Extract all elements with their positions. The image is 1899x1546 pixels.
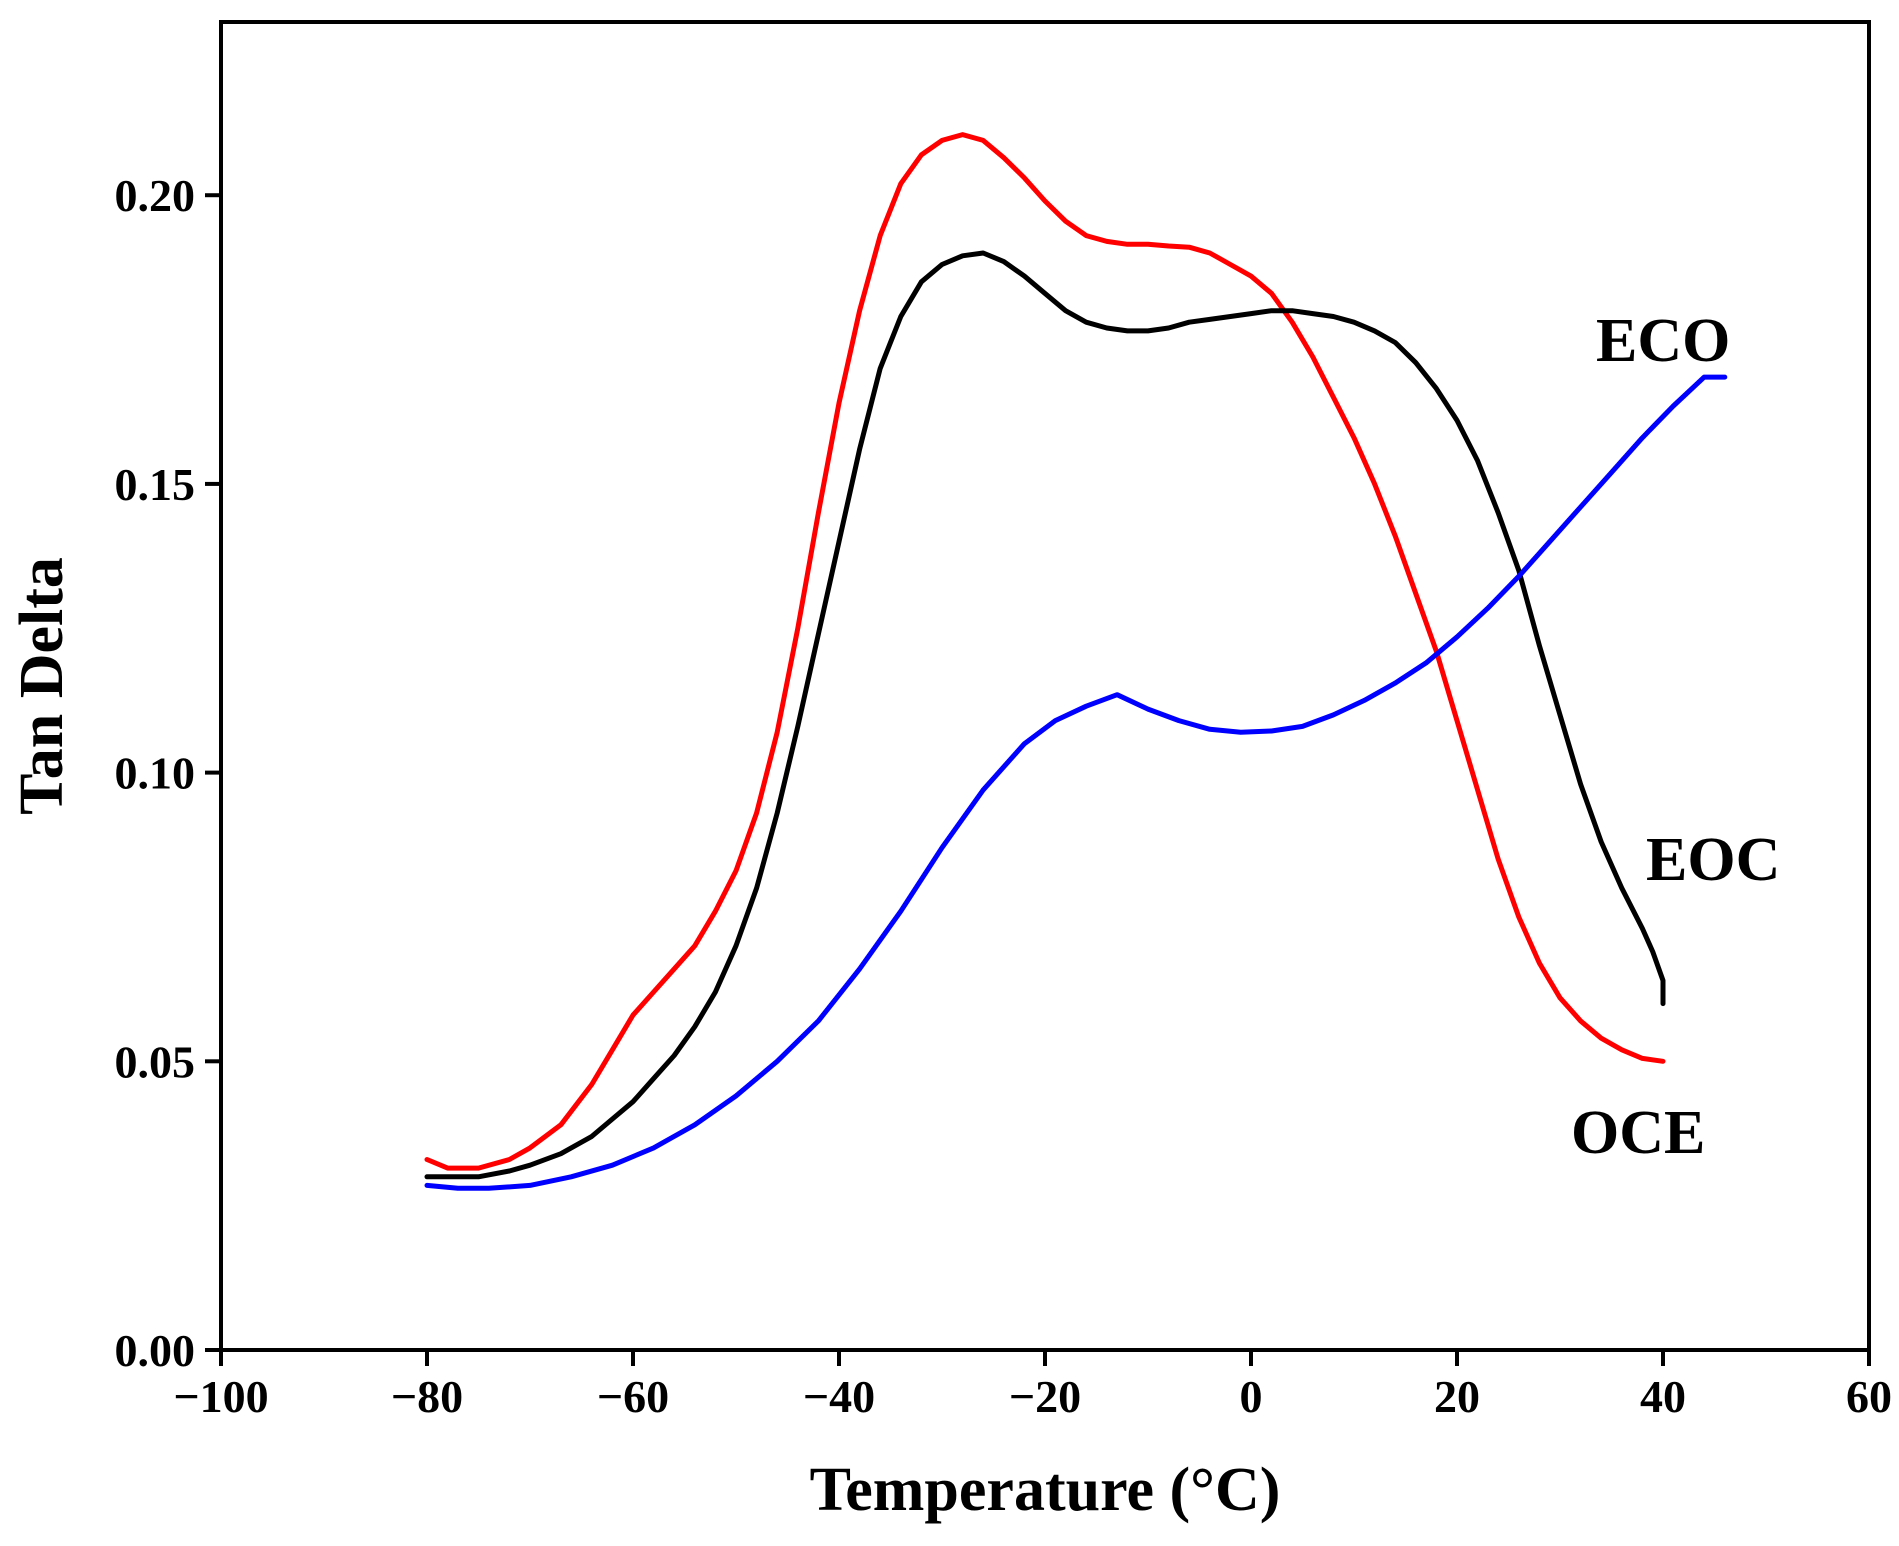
series-label-eoc: EOC <box>1646 826 1780 894</box>
x-tick-label: 0 <box>1240 1371 1263 1422</box>
x-axis-title: Temperature (°C) <box>810 1456 1281 1524</box>
y-tick-label: 0.00 <box>115 1325 196 1376</box>
y-tick-label: 0.15 <box>115 459 196 510</box>
plot-area-frame <box>219 20 1871 1352</box>
x-tick-label: 40 <box>1640 1371 1686 1422</box>
x-tick-label: −100 <box>173 1371 268 1422</box>
y-tick-label: 0.20 <box>115 170 196 221</box>
series-label-oce: OCE <box>1571 1099 1705 1167</box>
y-axis-ticks: 0.00 0.05 0.10 0.15 0.20 <box>115 170 221 1376</box>
series-lines <box>424 132 1728 1191</box>
y-tick-label: 0.10 <box>115 748 196 799</box>
x-tick-label: −80 <box>391 1371 463 1422</box>
series-label-eco: ECO <box>1596 307 1730 375</box>
series-line-eoc <box>424 250 1666 1180</box>
x-tick-label: 60 <box>1846 1371 1892 1422</box>
x-axis-ticks: −100 −80 −60 −40 −20 0 20 40 60 <box>173 1350 1892 1422</box>
x-tick-label: −40 <box>803 1371 875 1422</box>
y-axis-title: Tan Delta <box>8 557 76 815</box>
x-tick-label: −20 <box>1009 1371 1081 1422</box>
y-tick-label: 0.05 <box>115 1036 196 1087</box>
x-tick-label: −60 <box>597 1371 669 1422</box>
series-line-eco <box>424 374 1728 1191</box>
x-tick-label: 20 <box>1434 1371 1480 1422</box>
series-line-oce <box>424 132 1666 1171</box>
